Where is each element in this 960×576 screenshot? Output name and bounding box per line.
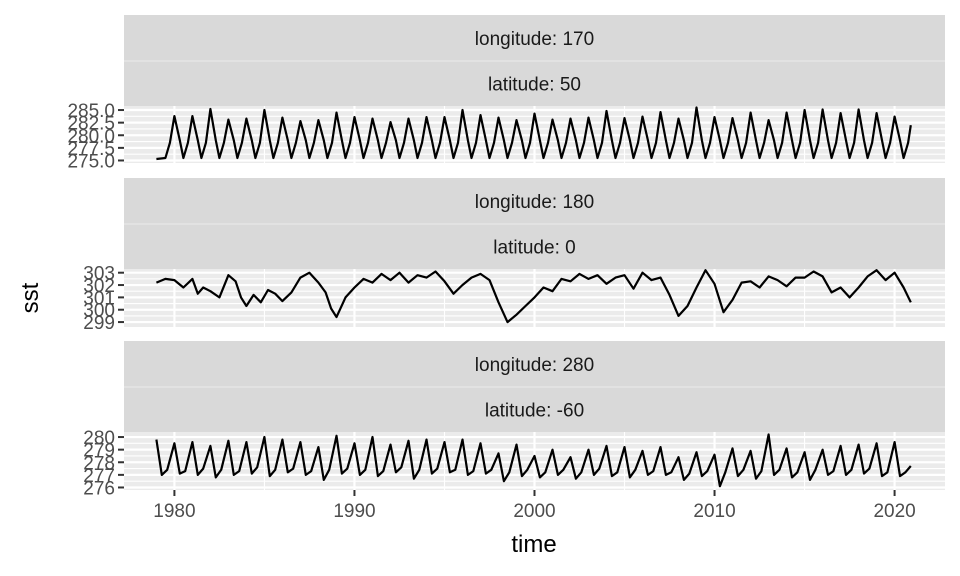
- y-tick-label: 303: [83, 264, 115, 285]
- x-axis: 1980 1990 2000 2010 2020: [153, 490, 916, 522]
- panels: longitude: 170 latitude: 50 275.0277.5280.…: [67, 15, 945, 499]
- facet-strip-label: latitude: 0: [493, 238, 575, 259]
- facet-strip-label: latitude: 50: [488, 75, 581, 96]
- x-tick-label: 2010: [693, 501, 735, 522]
- x-tick-label: 1990: [333, 501, 375, 522]
- y-tick-label: 277: [83, 466, 115, 487]
- y-tick-label: 280: [83, 428, 115, 449]
- facet-strip-label: longitude: 280: [475, 355, 594, 376]
- y-tick-label: 285.0: [67, 101, 115, 122]
- y-tick-label: 300: [83, 301, 115, 322]
- sst-series-line: [155, 433, 912, 488]
- x-tick-label: 2020: [873, 501, 915, 522]
- x-axis-title: time: [511, 531, 556, 558]
- sst-series-line: [155, 269, 912, 324]
- facet-strip-label: longitude: 170: [475, 29, 594, 50]
- facet-strip-label: longitude: 180: [475, 192, 594, 213]
- y-tick-label: 280.0: [67, 126, 115, 147]
- y-tick-label: 276: [83, 478, 115, 499]
- facet-panel-1: longitude: 170 latitude: 50 275.0277.5280.…: [67, 15, 945, 172]
- y-tick-label: 278: [83, 453, 115, 474]
- y-tick-label: 302: [83, 276, 115, 297]
- x-tick-label: 1980: [153, 501, 195, 522]
- y-tick-label: 299: [83, 313, 115, 334]
- y-tick-label: 275.0: [67, 151, 115, 172]
- facet-strip-label: latitude: -60: [485, 401, 584, 422]
- sst-series-line: [156, 106, 912, 161]
- y-tick-label: 277.5: [67, 139, 115, 160]
- y-tick-label: 282.5: [67, 114, 115, 135]
- y-tick-label: 301: [83, 288, 115, 309]
- facet-panel-3: longitude: 280 latitude: -60 2762772782792…: [83, 341, 945, 499]
- x-tick-label: 2000: [513, 501, 555, 522]
- y-tick-label: 279: [83, 441, 115, 462]
- y-axis-title: sst: [17, 282, 44, 313]
